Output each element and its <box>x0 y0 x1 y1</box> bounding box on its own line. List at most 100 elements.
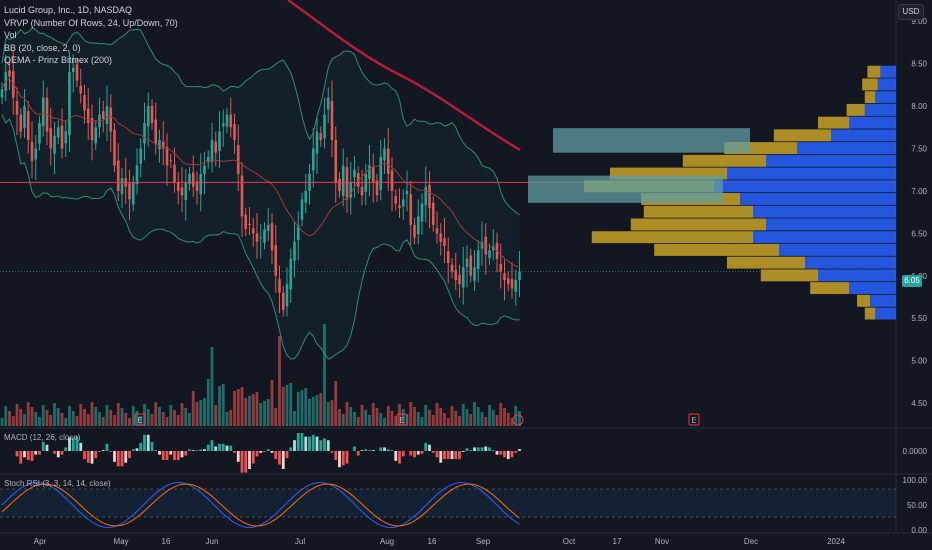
time-tick-label: 17 <box>613 537 622 546</box>
price-tick-label: 4.50 <box>911 399 927 408</box>
indicator-volume[interactable]: Vol <box>4 30 17 40</box>
volume-bar <box>4 406 8 426</box>
macd-bar <box>101 450 105 451</box>
candle-body <box>116 160 120 191</box>
macd-bar <box>499 451 503 455</box>
stoch-rsi-label[interactable]: Stoch RSI (3, 3, 14, 14, close) <box>4 479 111 488</box>
indicator-qema[interactable]: QEMA - Prinz Bitmex (200) <box>4 55 113 65</box>
volume-bar <box>278 336 281 426</box>
volume-bar <box>86 414 90 426</box>
macd-bar <box>371 450 375 451</box>
volume-bar <box>191 391 195 426</box>
macd-bar <box>473 447 476 451</box>
macd-bar <box>435 451 439 458</box>
candle-body <box>26 111 30 140</box>
candle-body <box>386 148 390 174</box>
candle-body <box>473 267 476 281</box>
candle-body <box>158 140 161 150</box>
vp-down-bar <box>654 243 779 256</box>
volume-bar <box>285 385 289 426</box>
vp-down-bar <box>630 218 766 231</box>
volume-bar <box>244 398 248 426</box>
candle-body <box>296 224 300 241</box>
volume-bar <box>319 393 323 426</box>
volume-bar <box>139 416 143 426</box>
candle-body <box>214 141 218 153</box>
candle-body <box>315 131 319 154</box>
candle-body <box>285 284 289 307</box>
macd-bar <box>53 451 56 454</box>
time-tick-label: 16 <box>162 537 171 546</box>
macd-bar <box>34 451 38 455</box>
candle-body <box>233 123 236 140</box>
macd-bar <box>420 451 424 454</box>
candle-body <box>326 97 330 110</box>
volume-bar <box>19 409 23 426</box>
volume-bar <box>491 410 495 426</box>
macd-bar <box>319 440 323 451</box>
candle-body <box>210 140 214 163</box>
candle-body <box>0 89 4 98</box>
volume-bar <box>484 417 488 426</box>
macd-bar <box>465 448 469 451</box>
candle-body <box>113 129 116 166</box>
vp-down-bar <box>591 231 753 244</box>
candle-body <box>349 182 353 198</box>
volume-bar <box>203 398 206 426</box>
candle-body <box>146 106 150 127</box>
candle-body <box>518 271 521 280</box>
candle-body <box>225 114 229 127</box>
macd-bar <box>394 451 398 461</box>
volume-bar <box>113 415 116 426</box>
macd-bar <box>38 451 41 455</box>
volume-bar <box>409 402 413 426</box>
volume-bar <box>413 407 416 426</box>
candle-body <box>360 186 364 196</box>
currency-button[interactable]: USD <box>898 4 924 20</box>
volume-bar <box>150 414 154 426</box>
macd-bar <box>518 449 521 451</box>
candle-body <box>394 196 398 204</box>
indicator-bollinger[interactable]: BB (20, close, 2, 0) <box>4 42 81 53</box>
candle-body <box>319 133 323 140</box>
candle-body <box>499 263 503 272</box>
volume-bar <box>259 403 263 426</box>
volume-bar <box>270 380 274 426</box>
macd-bar <box>128 451 131 459</box>
volume-bar <box>401 409 405 426</box>
macd-bar <box>495 451 499 455</box>
vp-up-bar <box>877 78 896 91</box>
volume-bar <box>364 410 368 426</box>
volume-bar <box>255 392 259 426</box>
candle-body <box>236 145 240 174</box>
volume-bar <box>176 415 180 426</box>
vp-down-bar <box>818 116 850 129</box>
volume-bar <box>173 410 176 426</box>
volume-bar <box>195 402 199 426</box>
volume-bar <box>345 402 349 426</box>
volume-bar <box>353 412 356 426</box>
macd-bar <box>259 451 263 453</box>
macd-bar <box>60 451 64 455</box>
vp-down-bar <box>773 129 831 142</box>
price-tick-label: 6.50 <box>911 229 927 238</box>
volume-bar <box>101 417 105 426</box>
volume-bar <box>169 405 173 426</box>
vp-down-bar <box>810 282 850 295</box>
macd-label[interactable]: MACD (12, 26, close) <box>4 433 81 442</box>
volume-bar <box>56 408 60 426</box>
candle-body <box>439 233 443 242</box>
volume-bar <box>293 411 296 426</box>
macd-bar <box>206 444 210 451</box>
indicator-vrvp[interactable]: VRVP (Number Of Rows, 24, Up/Down, 70) <box>4 17 178 28</box>
candle-body <box>176 182 180 191</box>
volume-bar <box>488 405 491 426</box>
stoch-tick-label: 100.00 <box>903 476 928 485</box>
macd-bar <box>86 451 90 463</box>
vp-up-bar <box>766 154 896 167</box>
volume-bar <box>105 405 109 426</box>
volume-bar <box>79 404 83 426</box>
candle-body <box>454 269 458 280</box>
candle-body <box>53 135 56 154</box>
